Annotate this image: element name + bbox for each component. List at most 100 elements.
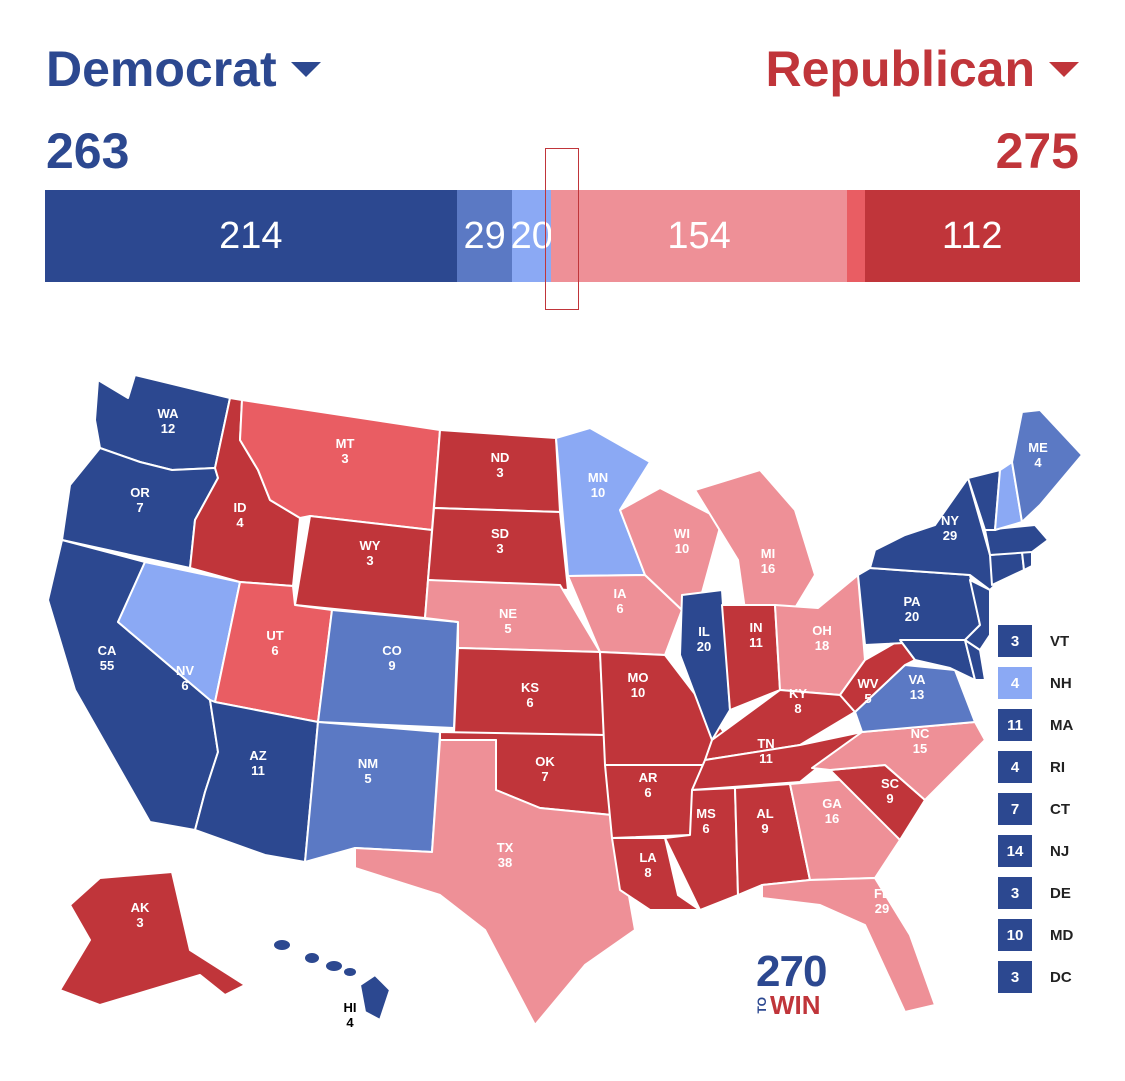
state-SD[interactable]: [427, 507, 569, 591]
state-ev-ND: 3: [496, 465, 503, 480]
state-ev-WI: 10: [675, 541, 689, 556]
state-label-CA: CA: [98, 643, 117, 658]
republican-total: 275: [995, 123, 1079, 179]
legend-abbr-NJ: NJ: [1050, 842, 1070, 860]
state-IL[interactable]: [679, 589, 731, 741]
state-ev-NE: 5: [504, 621, 511, 636]
state-ev-AR: 6: [644, 785, 651, 800]
state-label-IN: IN: [750, 620, 763, 635]
state-ev-IN: 11: [749, 635, 763, 650]
legend-ev-RI[interactable]: 4: [998, 751, 1032, 783]
state-label-AL: AL: [756, 806, 773, 821]
legend-row-NH[interactable]: 4 NH: [998, 667, 1072, 699]
legend-row-MD[interactable]: 10 MD: [998, 919, 1073, 951]
legend-row-VT[interactable]: 3 VT: [998, 625, 1069, 657]
state-AZ[interactable]: [194, 699, 319, 863]
state-ev-AZ: 11: [251, 763, 265, 778]
state-FL[interactable]: [761, 877, 936, 1013]
state-label-OK: OK: [535, 754, 555, 769]
state-label-CO: CO: [382, 643, 402, 658]
electoral-vote-bar: 214 29 20 154 112: [45, 190, 1080, 282]
state-WY[interactable]: [294, 515, 433, 619]
state-ev-MS: 6: [702, 821, 709, 836]
state-ev-CA: 55: [100, 658, 114, 673]
state-ev-GA: 16: [825, 811, 839, 826]
state-TX[interactable]: [354, 739, 636, 1026]
state-label-OR: OR: [130, 485, 150, 500]
state-ev-WA: 12: [161, 421, 175, 436]
state-MD[interactable]: [899, 639, 976, 681]
legend-ev-NJ[interactable]: 14: [998, 835, 1032, 867]
legend-row-NJ[interactable]: 14 NJ: [998, 835, 1069, 867]
hawaii-island-2: [305, 953, 319, 963]
state-label-SC: SC: [881, 776, 900, 791]
state-ev-FL: 29: [875, 901, 889, 916]
legend-ev-MD[interactable]: 10: [998, 919, 1032, 951]
republican-dropdown[interactable]: Republican: [766, 40, 1079, 98]
state-ev-ID: 4: [236, 515, 244, 530]
bar-segment-lean-dem: 20: [512, 190, 551, 282]
state-ME[interactable]: [1011, 409, 1083, 523]
legend-ev-MA[interactable]: 11: [998, 709, 1032, 741]
state-ev-MT: 3: [341, 451, 348, 466]
state-label-MO: MO: [628, 670, 649, 685]
legend-ev-NH[interactable]: 4: [998, 667, 1032, 699]
state-label-NM: NM: [358, 756, 378, 771]
state-label-WA: WA: [158, 406, 180, 421]
legend-ev-VT[interactable]: 3: [998, 625, 1032, 657]
legend-ev-DC[interactable]: 3: [998, 961, 1032, 993]
hawaii-islands: [274, 940, 356, 976]
state-ev-SD: 3: [496, 541, 503, 556]
state-label-TX: TX: [497, 840, 514, 855]
state-label-AK: AK: [131, 900, 150, 915]
state-ev-IL: 20: [697, 639, 711, 654]
state-IA[interactable]: [567, 574, 683, 656]
state-ev-OK: 7: [541, 769, 548, 784]
state-AK[interactable]: [59, 871, 246, 1006]
legend-abbr-RI: RI: [1050, 758, 1065, 776]
state-NM[interactable]: [304, 721, 441, 863]
state-label-LA: LA: [639, 850, 657, 865]
state-label-PA: PA: [903, 594, 921, 609]
democrat-label: Democrat: [46, 41, 277, 97]
state-ev-TX: 38: [498, 855, 512, 870]
state-label-IL: IL: [698, 624, 710, 639]
state-ev-WV: 5: [864, 691, 871, 706]
legend-row-MA[interactable]: 11 MA: [998, 709, 1073, 741]
state-label-NC: NC: [911, 726, 930, 741]
legend-abbr-CT: CT: [1050, 800, 1070, 818]
state-label-VA: VA: [908, 672, 926, 687]
state-ev-ME: 4: [1034, 455, 1042, 470]
legend-ev-CT[interactable]: 7: [998, 793, 1032, 825]
state-ev-KS: 6: [526, 695, 533, 710]
state-ev-OH: 18: [815, 638, 829, 653]
state-ev-AK: 3: [136, 915, 143, 930]
legend-row-DC[interactable]: 3 DC: [998, 961, 1072, 993]
legend-row-DE[interactable]: 3 DE: [998, 877, 1071, 909]
270towin-logo: 270 TO WIN: [755, 950, 827, 1019]
democrat-dropdown[interactable]: Democrat: [46, 40, 321, 98]
state-RI[interactable]: [1021, 551, 1033, 571]
threshold-marker: [545, 148, 579, 310]
legend-row-RI[interactable]: 4 RI: [998, 751, 1065, 783]
state-label-NY: NY: [941, 513, 959, 528]
legend-abbr-DC: DC: [1050, 968, 1072, 986]
legend-row-CT[interactable]: 7 CT: [998, 793, 1070, 825]
state-CT[interactable]: [989, 551, 1025, 586]
state-label-UT: UT: [266, 628, 283, 643]
legend-ev-DE[interactable]: 3: [998, 877, 1032, 909]
state-MI[interactable]: [694, 469, 816, 611]
state-ev-WY: 3: [366, 553, 373, 568]
republican-label: Republican: [765, 41, 1035, 97]
state-label-ME: ME: [1028, 440, 1048, 455]
state-ev-SC: 9: [886, 791, 893, 806]
state-ev-KY: 8: [794, 701, 801, 716]
state-ev-PA: 20: [905, 609, 919, 624]
state-ev-UT: 6: [271, 643, 278, 658]
state-HI[interactable]: [359, 974, 391, 1021]
state-label-NV: NV: [176, 663, 194, 678]
state-label-TN: TN: [757, 736, 774, 751]
state-MA[interactable]: [984, 524, 1049, 556]
democrat-total: 263: [46, 123, 130, 179]
